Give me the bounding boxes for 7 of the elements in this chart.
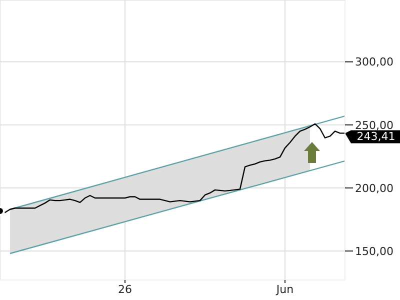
y-tick-label: 300,00 bbox=[355, 56, 394, 69]
x-tick-label: Jun bbox=[275, 282, 294, 296]
y-tick-label: 150,00 bbox=[355, 244, 394, 258]
y-tick-label: 200,00 bbox=[355, 182, 394, 195]
x-tick-label: 26 bbox=[118, 282, 132, 296]
y-tick-label: 250,00 bbox=[355, 118, 394, 132]
text: 243,41 bbox=[356, 130, 396, 144]
